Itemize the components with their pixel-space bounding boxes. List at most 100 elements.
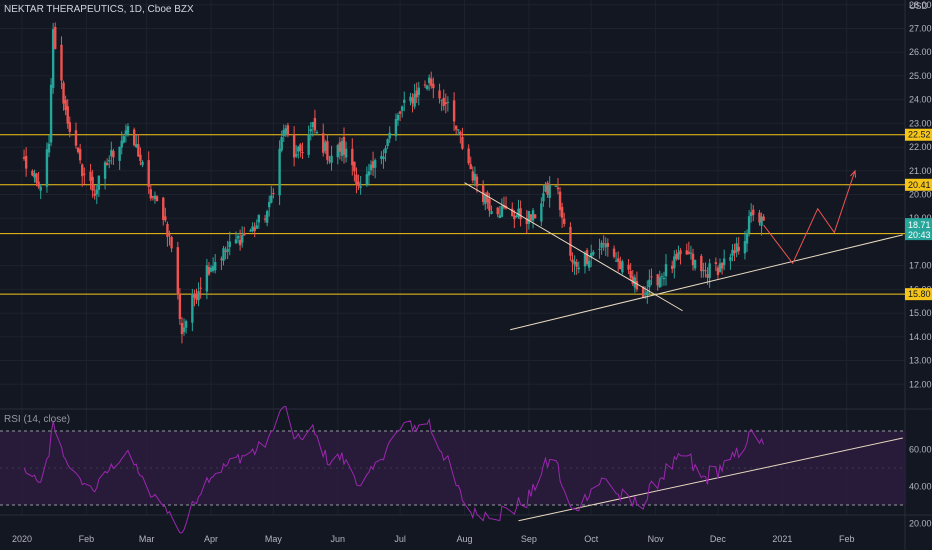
rsi-tick-label: 40.00 [909,482,932,492]
price-tick-label: 15.00 [909,308,932,318]
candle-body [97,175,101,190]
candle-body [542,193,545,202]
candle-body [619,260,622,270]
price-tick-label: 26.00 [909,47,932,57]
candle-body [409,96,412,102]
candle-body [529,214,533,221]
candle-body [631,276,634,284]
time-tick-label: Jul [394,534,406,544]
time-tick-label: Aug [456,534,472,544]
candle-body [417,87,420,96]
candle-body [641,286,645,298]
price-tick-label: 20.00 [909,190,932,200]
candle-body [693,259,697,269]
candle-body [525,218,529,224]
candle-body [704,270,707,272]
candle-body [415,90,418,98]
candle-body [249,230,252,232]
candle-body [656,274,659,286]
candle-body [182,327,186,332]
candle-body [176,247,180,295]
candle-body [103,162,107,179]
candle-body [139,154,142,161]
candle-body [284,128,288,134]
candle-body [687,251,691,254]
candle-body [745,233,749,244]
symbol-title: NEKTAR THERAPEUTICS, 1D, Cboe BZX [4,4,194,15]
candle-body [758,212,761,223]
price-levels[interactable] [0,134,905,295]
price-tick-label: 21.00 [909,166,932,176]
candle-body [47,143,51,153]
time-tick-label: Sep [521,534,537,544]
candle-body [39,186,42,191]
candle-body [184,321,188,328]
candle-body [556,187,560,190]
candle-body [126,126,130,134]
candle-body [193,294,196,298]
candle-body [658,277,661,288]
trendline [510,234,903,331]
candle-body [357,181,360,187]
candle-body [554,185,558,187]
candle-body [95,189,98,195]
candle-body [425,85,429,90]
candle-body [195,293,198,300]
candle-body [236,235,240,239]
candle-body [461,136,464,149]
trendlines[interactable] [464,169,903,522]
candle-body [560,207,564,218]
price-axis[interactable]: 28.00 27.00 26.00 25.00 24.00 23.00 22.00 21.00… [909,0,932,529]
price-tick-label: 28.00 [909,0,932,10]
candle-body [386,139,389,147]
candle-body [265,211,269,223]
rsi-pane [0,430,905,506]
candle-body [660,276,664,278]
price-tick-label: 27.00 [909,23,932,33]
candle-body [89,171,92,181]
candle-body [268,201,271,208]
candle-body [563,218,566,224]
candle-body [226,248,229,252]
last-price-countdown: 20:43 [908,230,931,240]
candle-body [662,277,666,280]
candle-body [81,164,84,177]
price-tick-label: 23.00 [909,118,932,128]
candle-body [644,293,647,295]
rsi-trendline [518,437,903,522]
candle-body [24,155,28,169]
price-tick-label: 25.00 [909,71,932,81]
candle-body [60,44,63,81]
candle-body [733,250,736,254]
candle-body [340,141,344,156]
candle-body [718,263,722,273]
candle-body [747,216,751,234]
time-axis[interactable]: 2020 Feb Mar Apr May Jun Jul Aug Sep Oct Nov Dec 202… [12,534,855,544]
candle-body [328,160,331,162]
candle-body [124,130,128,136]
candle-body [178,294,182,320]
candle-body [664,264,668,277]
candle-body [197,291,200,301]
rsi-series [23,405,765,534]
candle-body [517,208,520,217]
candle-body [243,232,246,236]
candle-body [592,252,595,255]
candle-body [604,243,607,248]
candle-body [749,212,753,217]
candle-body [110,150,113,157]
candle-body [617,258,620,262]
time-tick-label: Dec [710,534,727,544]
candle-body [257,214,261,223]
candle-body [270,195,273,203]
candle-body [211,266,215,271]
candle-body [170,236,173,249]
candle-body [691,253,695,266]
candle-body [533,214,537,219]
candle-body [467,148,470,164]
candle-body [105,163,109,166]
candle-body [207,267,211,275]
candle-body [22,157,26,159]
time-tick-label: Feb [79,534,95,544]
